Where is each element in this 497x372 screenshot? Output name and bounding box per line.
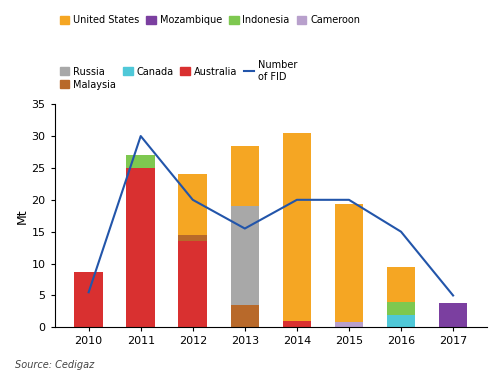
Bar — [231, 206, 259, 305]
Bar — [387, 267, 415, 302]
Y-axis label: Mt: Mt — [16, 208, 29, 224]
Text: Source: Cedigaz: Source: Cedigaz — [15, 360, 94, 370]
Bar — [178, 241, 207, 327]
Bar — [231, 145, 259, 206]
Bar — [178, 235, 207, 241]
Bar — [126, 168, 155, 327]
Bar — [334, 322, 363, 327]
Bar — [283, 321, 311, 327]
Bar — [387, 315, 415, 327]
Bar — [334, 204, 363, 322]
Bar — [283, 133, 311, 321]
Bar — [439, 303, 467, 327]
Legend: Russia, Malaysia, Canada, Australia, Number
of FID: Russia, Malaysia, Canada, Australia, Num… — [60, 60, 297, 90]
Bar — [75, 272, 103, 327]
Bar — [231, 305, 259, 327]
Bar — [126, 155, 155, 168]
Bar — [178, 174, 207, 235]
Bar — [387, 302, 415, 315]
